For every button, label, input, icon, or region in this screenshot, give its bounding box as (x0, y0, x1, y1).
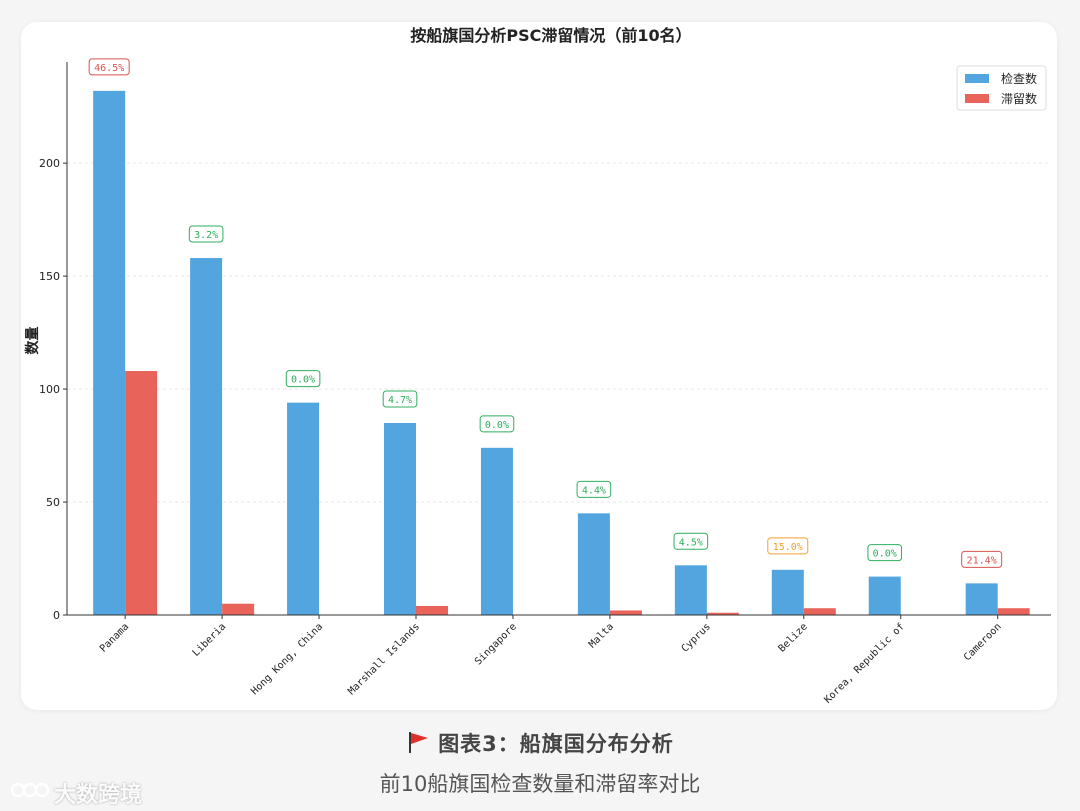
rate-badge-label: 4.5% (679, 537, 703, 548)
caption-title-text: 图表3：船旗国分布分析 (438, 732, 674, 756)
watermark-text: 大数跨境 (54, 783, 143, 808)
bar-inspections (965, 583, 998, 615)
y-tick-label: 200 (39, 157, 60, 170)
rate-badge (285, 370, 321, 388)
x-tick-label: Belize (777, 621, 810, 654)
rate-badge-label: 4.7% (388, 395, 412, 406)
watermark: 大数跨境 (10, 777, 142, 809)
bar-inspections (93, 90, 126, 615)
y-tick-label: 150 (39, 270, 60, 283)
y-tick-label: 100 (39, 383, 60, 396)
x-tick-label: Cyprus (680, 621, 713, 654)
bar-detentions (222, 603, 255, 615)
y-tick-label: 0 (53, 609, 60, 622)
bar-detentions (125, 371, 158, 615)
figure-caption-title: 图表3：船旗国分布分析 (0, 728, 1080, 759)
x-tick-label: Singapore (473, 621, 519, 667)
y-tick-label: 50 (46, 496, 60, 509)
x-tick-label: Panama (98, 621, 131, 654)
rate-badge-label: 0.0% (873, 549, 897, 560)
y-axis-label: 数量 (24, 327, 41, 355)
rate-badge-label: 21.4% (967, 555, 997, 566)
bar-inspections (577, 513, 610, 615)
bar-detentions (609, 610, 642, 615)
rate-badge-label: 0.0% (485, 420, 509, 431)
bar-detentions (706, 612, 739, 615)
chart-card: 按船旗国分析PSC滞留情况（前10名） 0 50 100 150 200 数量 46.5% Pa… (21, 22, 1057, 710)
bar-inspections (480, 447, 513, 615)
legend-label: 检查数 (1001, 71, 1037, 86)
rate-badge-label: 46.5% (94, 63, 124, 74)
x-tick-label: Malta (587, 621, 616, 650)
bar-chart: 按船旗国分析PSC滞留情况（前10名） 0 50 100 150 200 数量 46.5% Pa… (24, 26, 1051, 706)
figure-caption-subtitle: 前10船旗国检查数量和滞留率对比 (379, 772, 701, 796)
x-tick-label: Liberia (191, 621, 229, 659)
bar-inspections (674, 565, 707, 615)
bar-inspections (868, 576, 901, 615)
bar-inspections (384, 422, 417, 615)
rate-badge (479, 415, 515, 433)
rate-badge-label: 15.0% (773, 542, 803, 553)
rate-badge (767, 537, 809, 555)
rate-badge (961, 550, 1003, 568)
bar-inspections (771, 569, 804, 615)
red-flag-icon (406, 730, 430, 759)
rate-badge-label: 4.4% (582, 485, 606, 496)
legend-swatch (965, 74, 989, 83)
rate-badge-label: 0.0% (291, 375, 315, 386)
bar-detentions (997, 608, 1030, 615)
rate-badge-label: 3.2% (194, 230, 218, 241)
bar-inspections (190, 258, 223, 615)
bar-detentions (416, 605, 449, 615)
x-tick-label: Korea, Republic of (822, 621, 906, 705)
rate-badge (576, 480, 612, 498)
rate-badge (382, 390, 418, 408)
rate-badge (88, 58, 130, 76)
rate-badge (867, 544, 903, 562)
legend-label: 滞留数 (1001, 91, 1037, 106)
bar-detentions (803, 608, 836, 615)
watermark-logo-icon (10, 778, 50, 808)
rate-badge (188, 225, 224, 243)
x-tick-label: Hong Kong, China (249, 621, 325, 697)
x-tick-label: Cameroon (962, 621, 1004, 663)
rate-badge (673, 532, 709, 550)
bar-inspections (287, 402, 320, 615)
x-tick-label: Marshall Islands (346, 621, 422, 697)
chart-title: 按船旗国分析PSC滞留情况（前10名） (410, 26, 691, 45)
legend-swatch (965, 94, 989, 103)
